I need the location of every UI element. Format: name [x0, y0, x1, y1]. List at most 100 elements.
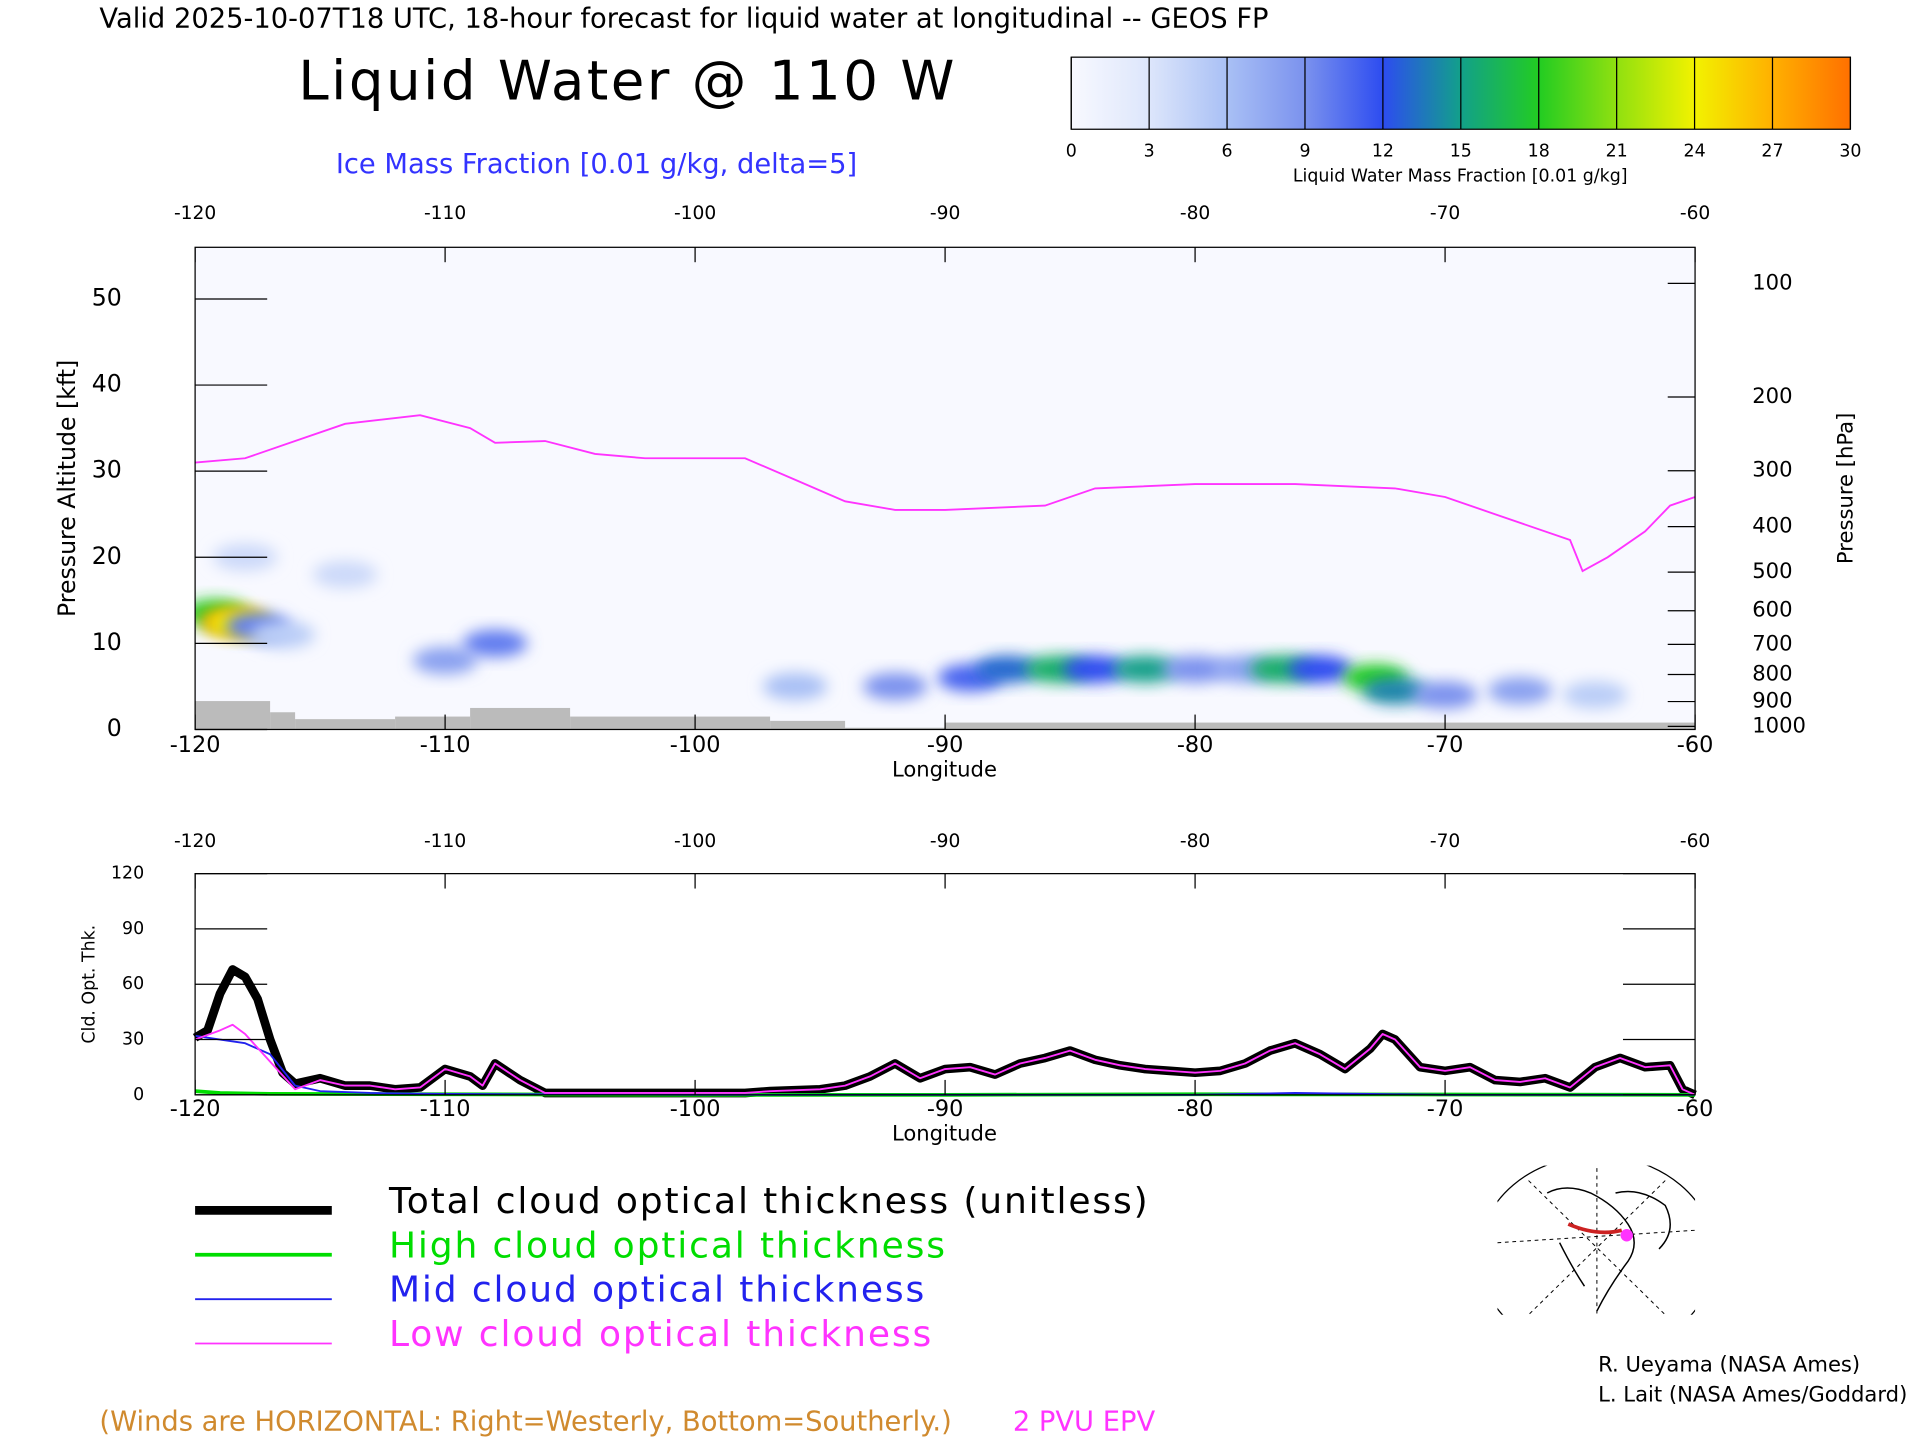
terrain — [395, 716, 471, 730]
colorbar-tick-label: 27 — [1761, 142, 1783, 162]
y-tick-label: 10 — [92, 628, 122, 656]
y-axis-label: Cld. Opt. Thk. — [79, 925, 99, 1044]
plot-content — [195, 414, 1696, 730]
legend-label: Low cloud optical thickness — [389, 1314, 933, 1355]
liquid-water-cell — [1062, 655, 1128, 683]
x-tick-label-top: -60 — [1680, 831, 1710, 852]
x-tick-label-top: -110 — [424, 203, 466, 224]
terrain — [270, 712, 296, 730]
credit: R. Ueyama (NASA Ames) — [1598, 1352, 1860, 1377]
y-tick-label: 120 — [111, 864, 144, 884]
y-tick-label: 90 — [122, 919, 144, 939]
chart-title: Liquid Water @ 110 W — [298, 49, 957, 113]
x-tick-label-top: -100 — [674, 203, 716, 224]
x-tick-label-top: -120 — [174, 203, 216, 224]
y-axis-label: Pressure Altitude [kft] — [53, 360, 81, 617]
liquid-water-cell — [1162, 655, 1228, 683]
x-tick-label: -110 — [420, 1096, 471, 1122]
x-tick-label: -120 — [170, 1096, 221, 1122]
legend-label: Total cloud optical thickness (unitless) — [388, 1181, 1150, 1222]
legend-label: Mid cloud optical thickness — [389, 1270, 926, 1311]
y2-tick-label: 900 — [1752, 688, 1792, 713]
liquid-water-cell — [1487, 677, 1553, 705]
y-tick-label: 40 — [92, 370, 122, 398]
terrain — [770, 720, 846, 730]
series-line — [194, 1023, 1696, 1096]
colorbar-tick-label: 0 — [1066, 142, 1077, 162]
colorbar-tick-label: 21 — [1606, 142, 1628, 162]
y2-axis-label: Pressure [hPa] — [1833, 413, 1858, 564]
x-tick-label: -60 — [1677, 732, 1714, 758]
colorbar-tick-label: 15 — [1450, 142, 1472, 162]
credit: L. Lait (NASA Ames/Goddard) — [1598, 1382, 1907, 1407]
x-tick-label: -110 — [420, 732, 471, 758]
terrain — [295, 719, 396, 730]
x-tick-label: -120 — [170, 732, 221, 758]
y-tick-label: 0 — [107, 714, 122, 742]
y-tick-label: 30 — [122, 1030, 144, 1050]
y-tick-label: 0 — [133, 1085, 144, 1105]
terrain — [195, 701, 271, 730]
epv-line — [195, 414, 1696, 573]
x-tick-label-top: -80 — [1180, 831, 1210, 852]
colorbar-tick-label: 3 — [1144, 142, 1155, 162]
liquid-water-cell — [762, 672, 828, 701]
x-tick-label: -90 — [927, 1096, 964, 1122]
liquid-water-cell — [1412, 681, 1478, 709]
y2-tick-label: 600 — [1752, 597, 1792, 622]
x-tick-label-top: -70 — [1430, 203, 1460, 224]
x-tick-label: -80 — [1177, 1096, 1214, 1122]
x-tick-label: -100 — [670, 732, 721, 758]
y-tick-label: 50 — [92, 283, 122, 311]
y2-tick-label: 1000 — [1752, 712, 1806, 737]
y-tick-label: 60 — [122, 974, 144, 994]
x-tick-label: -100 — [670, 1096, 721, 1122]
y2-tick-label: 100 — [1752, 269, 1792, 294]
colorbar-label: Liquid Water Mass Fraction [0.01 g/kg] — [1293, 166, 1628, 186]
wind-note: (Winds are HORIZONTAL: Right=Westerly, B… — [99, 1406, 951, 1437]
y2-tick-label: 300 — [1752, 457, 1792, 482]
x-tick-label-top: -80 — [1180, 203, 1210, 224]
series-line — [194, 1034, 1696, 1096]
colorbar-tick-label: 12 — [1372, 142, 1394, 162]
terrain — [945, 722, 1696, 730]
liquid-water-cell — [462, 629, 528, 658]
colorbar-tick-label: 6 — [1222, 142, 1233, 162]
y2-tick-label: 200 — [1752, 383, 1792, 408]
y2-tick-label: 800 — [1752, 660, 1792, 685]
x-tick-label-top: -100 — [674, 831, 716, 852]
y-tick-label: 30 — [92, 456, 122, 484]
x-tick-label: -90 — [927, 732, 964, 758]
y2-tick-label: 700 — [1752, 630, 1792, 655]
liquid-water-cell — [1562, 681, 1628, 709]
terrain — [845, 727, 946, 730]
x-tick-label: -70 — [1427, 732, 1464, 758]
x-tick-label-top: -90 — [930, 203, 960, 224]
x-tick-label-top: -120 — [174, 831, 216, 852]
liquid-water-cell — [1112, 655, 1178, 683]
x-tick-label-top: -90 — [930, 831, 960, 852]
liquid-water-cell — [1287, 655, 1353, 683]
x-tick-label-top: -70 — [1430, 831, 1460, 852]
colorbar-tick-label: 9 — [1299, 142, 1310, 162]
x-tick-label: -70 — [1427, 1096, 1464, 1122]
liquid-water-cell — [975, 655, 1040, 683]
plot-background — [195, 873, 1696, 1095]
locator-map — [1497, 1165, 1696, 1315]
liquid-water-cell — [312, 560, 378, 589]
epv-label: 2 PVU EPV — [1013, 1406, 1156, 1437]
x-axis-label: Longitude — [892, 756, 997, 781]
terrain — [470, 707, 571, 730]
y-tick-label: 20 — [92, 542, 122, 570]
colorbar-tick-label: 30 — [1839, 142, 1861, 162]
liquid-water-cell — [1362, 677, 1428, 705]
colorbar-tick-label: 24 — [1684, 142, 1706, 162]
header: Valid 2025-10-07T18 UTC, 18-hour forecas… — [99, 3, 1268, 34]
chart-subtitle: Ice Mass Fraction [0.01 g/kg, delta=5] — [336, 149, 857, 180]
liquid-water-cell — [250, 621, 315, 649]
y2-tick-label: 500 — [1752, 558, 1792, 583]
y2-tick-label: 400 — [1752, 513, 1792, 538]
x-tick-label-top: -60 — [1680, 203, 1710, 224]
